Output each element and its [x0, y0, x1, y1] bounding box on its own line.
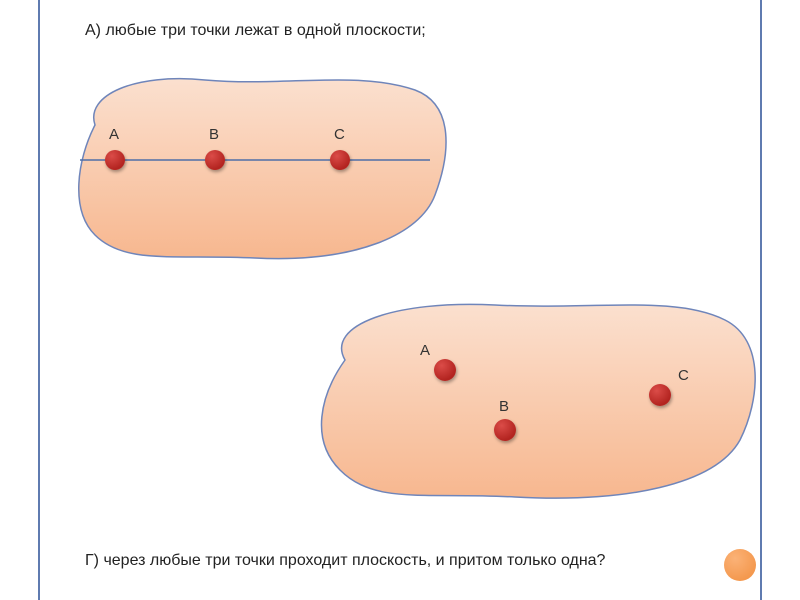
slide-left-border	[0, 0, 40, 600]
statement-a: А) любые три точки лежат в одной плоскос…	[85, 22, 426, 40]
bottom-point-А	[434, 359, 456, 381]
top-label-В: В	[209, 126, 219, 143]
top-point-А	[105, 150, 125, 170]
line-through-points	[80, 158, 430, 162]
statement-g: Г) через любые три точки проходит плоско…	[85, 552, 605, 570]
bottom-label-С: С	[678, 367, 689, 384]
top-label-А: А	[109, 126, 119, 143]
top-point-В	[205, 150, 225, 170]
bottom-point-В	[494, 419, 516, 441]
bottom-point-С	[649, 384, 671, 406]
plane-blob-bottom	[295, 290, 765, 510]
slide-right-border	[760, 0, 800, 600]
next-slide-button[interactable]	[724, 549, 756, 581]
top-point-С	[330, 150, 350, 170]
top-label-С: С	[334, 126, 345, 143]
bottom-label-В: В	[499, 398, 509, 415]
bottom-label-А: А	[420, 342, 430, 359]
